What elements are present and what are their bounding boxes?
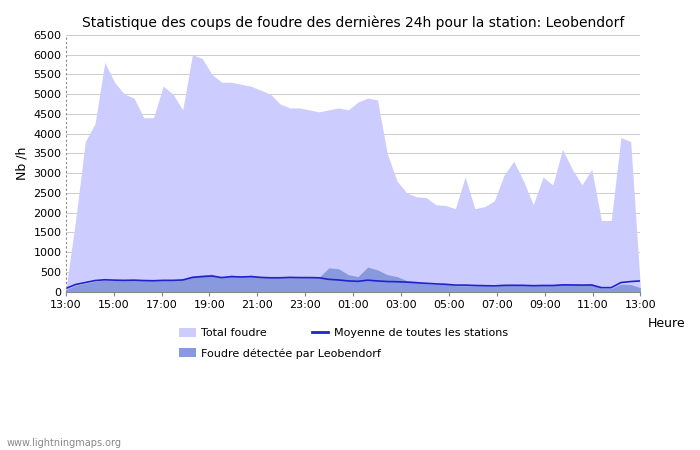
- Text: www.lightningmaps.org: www.lightningmaps.org: [7, 438, 122, 448]
- Text: Heure: Heure: [648, 317, 685, 329]
- Y-axis label: Nb /h: Nb /h: [15, 147, 28, 180]
- Legend: Foudre détectée par Leobendorf: Foudre détectée par Leobendorf: [175, 344, 386, 363]
- Title: Statistique des coups de foudre des dernières 24h pour la station: Leobendorf: Statistique des coups de foudre des dern…: [82, 15, 624, 30]
